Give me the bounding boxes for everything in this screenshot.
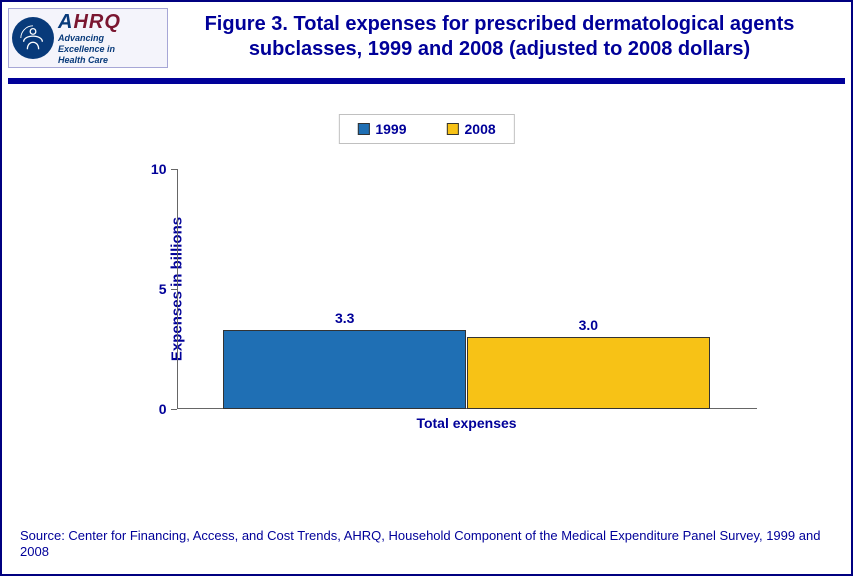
bar [223, 330, 467, 409]
y-tick [171, 289, 177, 290]
hhs-seal-icon [12, 17, 54, 59]
y-tick-label: 0 [159, 401, 167, 417]
ahrq-wordmark: AHRQ [58, 12, 121, 32]
legend-swatch-icon [357, 123, 369, 135]
legend-item: 1999 [357, 121, 406, 137]
x-category-label: Total expenses [416, 415, 516, 431]
header-row: AHRQ Advancing Excellence in Health Care… [2, 2, 851, 68]
y-tick-label: 10 [151, 161, 167, 177]
source-note: Source: Center for Financing, Access, an… [20, 528, 833, 561]
ahrq-tagline-1: Advancing [58, 34, 121, 43]
legend-label: 2008 [465, 121, 496, 137]
ahrq-text: AHRQ Advancing Excellence in Health Care [58, 12, 121, 65]
ahrq-tagline-3: Health Care [58, 56, 121, 65]
bar-value-label: 3.3 [335, 310, 354, 326]
divider-bar [8, 78, 845, 84]
legend-swatch-icon [447, 123, 459, 135]
plot-area: Total expenses 05103.33.0 [177, 169, 757, 409]
y-tick [171, 409, 177, 410]
legend-item: 2008 [447, 121, 496, 137]
y-axis-line [177, 169, 178, 409]
figure-title: Figure 3. Total expenses for prescribed … [168, 8, 841, 62]
y-tick [171, 169, 177, 170]
bar-value-label: 3.0 [579, 317, 598, 333]
ahrq-logo: AHRQ Advancing Excellence in Health Care [8, 8, 168, 68]
bar [467, 337, 711, 409]
legend-label: 1999 [375, 121, 406, 137]
figure-frame: AHRQ Advancing Excellence in Health Care… [0, 0, 853, 576]
ahrq-a: A [58, 11, 73, 33]
y-tick-label: 5 [159, 281, 167, 297]
chart: 19992008 Expenses in billions Total expe… [77, 114, 777, 464]
ahrq-tagline-2: Excellence in [58, 45, 121, 54]
legend: 1999 2008 [338, 114, 514, 144]
ahrq-rest: HRQ [73, 11, 120, 33]
